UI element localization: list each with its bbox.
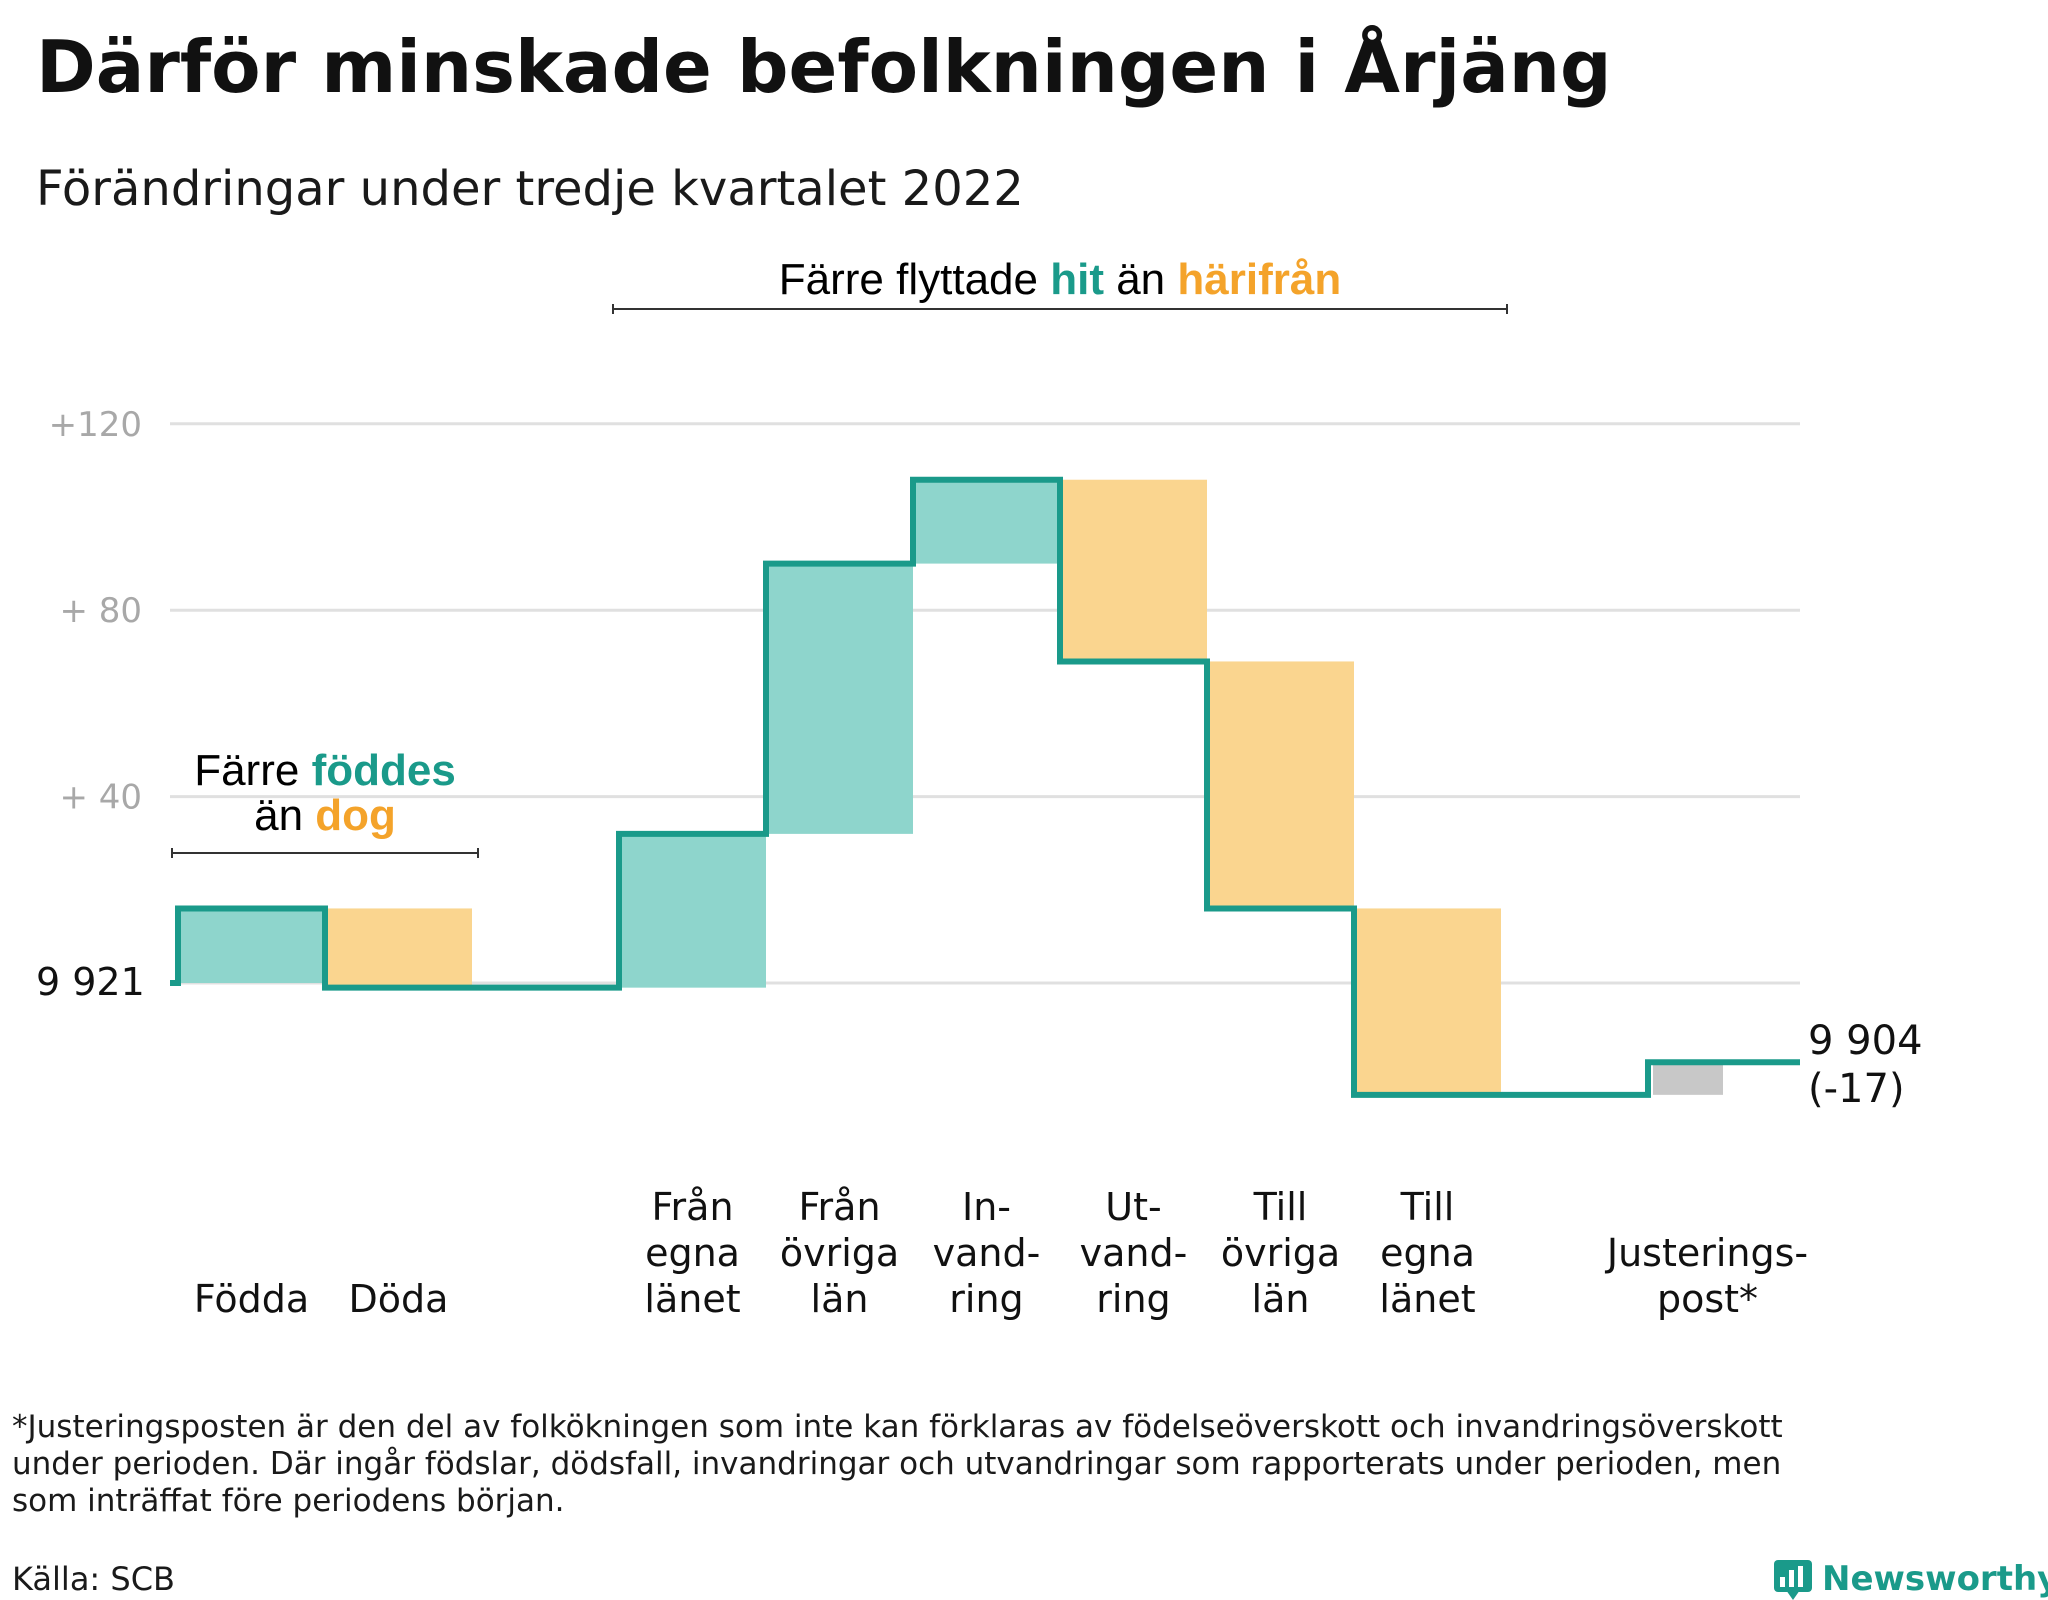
category-label: ring: [1096, 1277, 1170, 1321]
newsworthy-logo-icon: [1774, 1560, 1812, 1600]
category-label: övriga: [1221, 1231, 1340, 1275]
category-label: länet: [644, 1277, 740, 1321]
footnote: *Justeringsposten är den del av folkökni…: [12, 1409, 1783, 1519]
category-label: län: [811, 1277, 869, 1321]
bar-Döda: [325, 908, 472, 988]
category-label: länet: [1379, 1277, 1475, 1321]
category-label: egna: [1380, 1231, 1475, 1275]
category-label: Till: [1400, 1185, 1455, 1229]
brand-name: Newsworthy: [1822, 1559, 2048, 1599]
category-label: övriga: [780, 1231, 899, 1275]
annotation-span: hit: [1050, 255, 1104, 304]
category-label: Till: [1253, 1185, 1308, 1229]
bar-Justerings-post*: [1653, 1062, 1723, 1095]
bar-In-vand-ring: [913, 479, 1060, 564]
end-change-label: (-17): [1808, 1066, 1905, 1112]
annotation-span: än: [1104, 255, 1177, 304]
footnote-line-2: under perioden. Där ingår födslar, dödsf…: [12, 1446, 1781, 1482]
bar-Tillegnalänet: [1354, 908, 1501, 1095]
bar-Frånegnalänet: [619, 833, 766, 988]
category-label: Från: [798, 1185, 880, 1229]
start-value-label: 9 921: [36, 960, 145, 1004]
annotation-text: än dog: [254, 791, 396, 840]
annotation-span: föddes: [312, 746, 456, 795]
category-label: ring: [949, 1277, 1023, 1321]
brand: Newsworthy: [1774, 1559, 2048, 1600]
bar-Födda: [178, 908, 325, 983]
category-label: vand-: [1080, 1231, 1188, 1275]
category-label: egna: [645, 1231, 740, 1275]
footnote-line-3: som inträffat före periodens början.: [12, 1483, 565, 1519]
category-label: vand-: [933, 1231, 1041, 1275]
category-label: län: [1252, 1277, 1310, 1321]
y-tick-label: +120: [49, 405, 142, 445]
bar-Tillövrigalän: [1207, 661, 1354, 909]
category-label: Födda: [194, 1277, 309, 1321]
y-tick-label: + 40: [59, 778, 142, 818]
footnote-line-1: *Justeringsposten är den del av folkökni…: [12, 1409, 1783, 1445]
annotation-text: Färre föddes: [194, 746, 456, 795]
category-label: Döda: [349, 1277, 449, 1321]
bar-Ut-vand-ring: [1060, 479, 1207, 662]
y-tick-label: + 80: [59, 591, 142, 631]
source-label: Källa: SCB: [12, 1560, 175, 1598]
annotation-text: Färre flyttade hit än härifrån: [779, 255, 1341, 304]
category-label: Justerings-: [1605, 1231, 1808, 1275]
population-step-line: [170, 476, 1800, 1098]
category-label: Från: [651, 1185, 733, 1229]
bar-Frånövrigalän: [766, 563, 913, 834]
category-label: In-: [962, 1185, 1011, 1229]
end-value-label: 9 904: [1808, 1018, 1923, 1064]
chart-title: Därför minskade befolkningen i Årjäng: [36, 25, 1612, 109]
chart-subtitle: Förändringar under tredje kvartalet 2022: [36, 161, 1024, 217]
category-labels: Födda DödaFrånegnalänetFrånövrigalänIn-va…: [194, 1185, 1808, 1321]
step-line: 9 904(-17): [170, 476, 1923, 1112]
annotation-span: dog: [315, 791, 396, 840]
annotation-span: Färre flyttade: [779, 255, 1050, 304]
annotation-span: härifrån: [1177, 255, 1341, 304]
category-label: Ut-: [1105, 1185, 1161, 1229]
annotation-span: än: [254, 791, 315, 840]
bars: [178, 479, 1723, 1095]
category-label: post*: [1657, 1277, 1758, 1321]
annotation-span: Färre: [194, 746, 311, 795]
